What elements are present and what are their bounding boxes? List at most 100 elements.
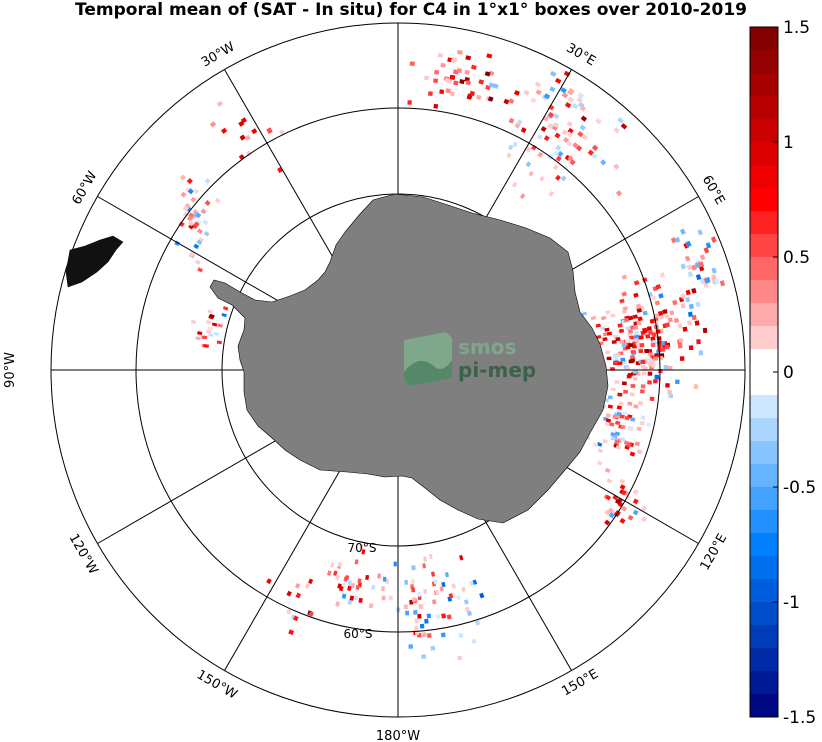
colorbar-step: [750, 418, 778, 442]
data-cell: [620, 424, 626, 430]
data-cell: [687, 311, 693, 318]
data-cell: [640, 415, 646, 420]
colorbar-step: [750, 441, 778, 465]
data-cell: [606, 356, 612, 361]
data-cell: [543, 135, 550, 142]
data-cell: [623, 317, 630, 323]
data-cell: [419, 623, 425, 629]
data-cell: [414, 618, 419, 624]
data-cell: [207, 326, 214, 331]
data-cell: [445, 88, 451, 94]
data-cell: [459, 554, 464, 561]
data-cell: [675, 379, 680, 385]
data-cell: [630, 383, 636, 388]
data-cell: [388, 595, 393, 601]
data-cell: [615, 420, 621, 426]
data-cell: [572, 142, 579, 149]
data-cell: [710, 236, 717, 243]
data-cell: [660, 347, 666, 352]
lat-label-60s: 60°S: [344, 627, 373, 641]
colorbar-tick-label: 0.5: [783, 248, 810, 268]
data-cell: [705, 242, 712, 249]
data-cell: [624, 415, 630, 421]
data-cell: [608, 512, 615, 519]
data-cell: [220, 127, 228, 134]
lon-label-120w: 120°W: [65, 531, 100, 577]
data-cell: [357, 578, 362, 584]
data-cell: [625, 326, 632, 331]
colorbar-step: [750, 694, 778, 718]
data-cell: [540, 126, 547, 133]
data-cell: [405, 610, 410, 616]
data-cell: [610, 387, 616, 392]
colorbar-step: [750, 464, 778, 488]
data-cell: [507, 144, 514, 151]
data-cell: [646, 422, 652, 428]
data-cell: [508, 98, 515, 104]
data-cell: [525, 161, 532, 168]
data-cell: [604, 327, 610, 332]
data-cell: [457, 49, 463, 55]
data-cell: [552, 164, 559, 171]
data-cell: [439, 586, 444, 592]
data-cell: [632, 376, 638, 381]
colorbar-tick-label: -1.5: [783, 708, 816, 728]
data-cell: [619, 436, 626, 442]
colorbar-step: [750, 27, 778, 51]
data-cell: [239, 134, 246, 141]
data-cell: [597, 448, 604, 454]
data-cell: [635, 303, 642, 309]
data-cell: [206, 320, 212, 325]
data-cell: [673, 317, 679, 324]
data-cell: [471, 638, 477, 644]
data-cell: [629, 451, 636, 457]
data-cell: [553, 150, 560, 157]
data-cell: [555, 174, 561, 181]
data-cell: [277, 167, 283, 173]
data-cell: [605, 418, 612, 423]
data-cell: [407, 100, 412, 105]
data-cell: [513, 90, 520, 96]
data-cell: [691, 264, 697, 271]
data-cell: [531, 144, 537, 151]
data-cell: [353, 595, 359, 601]
data-cell: [560, 175, 567, 182]
colorbar-tick-label: 1: [783, 133, 794, 153]
data-cell: [646, 326, 652, 331]
data-cell: [655, 284, 662, 290]
colorbar-step: [750, 671, 778, 695]
data-cell: [613, 126, 620, 134]
data-cell: [523, 89, 530, 96]
data-cell: [195, 336, 201, 341]
data-cell: [610, 313, 616, 318]
data-cell: [196, 239, 203, 246]
data-cell: [433, 78, 439, 84]
data-cell: [702, 327, 708, 334]
data-cell: [207, 309, 213, 314]
data-cell: [639, 389, 645, 394]
data-cell: [450, 58, 457, 64]
data-cell: [411, 565, 415, 571]
data-cell: [654, 374, 660, 379]
data-cell: [614, 439, 620, 445]
colorbar: 1.5 1 0.5 0 -0.5 -1 -1.5: [749, 18, 816, 728]
data-cell: [636, 320, 642, 326]
data-cell: [644, 348, 649, 354]
data-cell: [293, 615, 299, 622]
data-cell: [714, 278, 720, 285]
data-cell: [650, 359, 655, 364]
data-cell: [627, 401, 633, 406]
data-cell: [347, 579, 352, 586]
data-cell: [627, 329, 634, 334]
data-cell: [191, 223, 198, 230]
data-cell: [474, 620, 481, 626]
data-cell: [203, 344, 209, 348]
data-cell: [188, 223, 195, 230]
data-cell: [355, 584, 360, 590]
data-cell: [193, 221, 200, 228]
data-cell: [487, 96, 494, 102]
colorbar-step: [750, 602, 778, 626]
data-cell: [368, 603, 374, 609]
data-cell: [656, 336, 662, 341]
data-cell: [433, 579, 438, 585]
